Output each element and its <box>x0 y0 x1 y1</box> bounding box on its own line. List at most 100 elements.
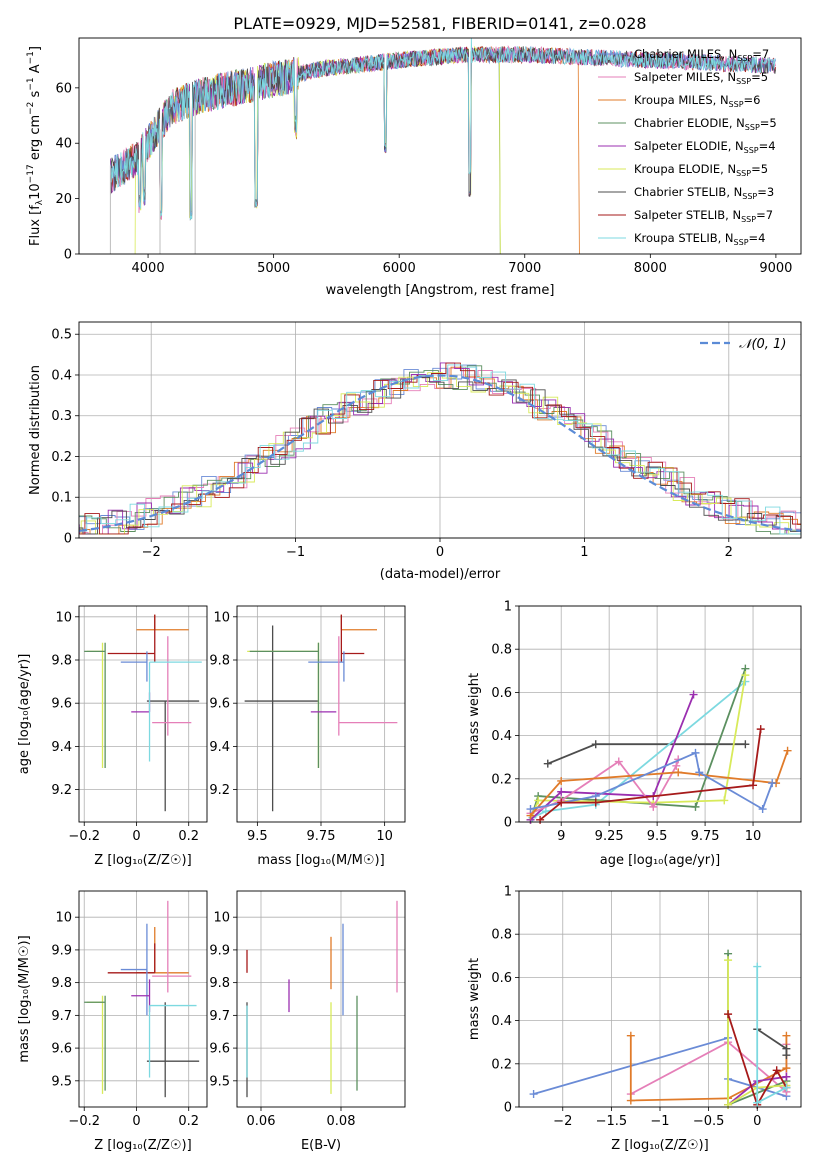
x-tick-label: 0.06 <box>247 1114 276 1129</box>
x-tick-label: 0.2 <box>178 829 199 844</box>
spectrum-line-SalpeterMILES <box>110 45 776 220</box>
y-tick-label: 10 <box>55 610 72 625</box>
series-marker-ChabrierSTELIB <box>782 1051 791 1060</box>
y-tick-label: 9.6 <box>51 1042 72 1057</box>
y-tick-label: 0 <box>504 1101 512 1116</box>
histogram-KroupaMILES <box>79 366 801 535</box>
histogram-ChabrierSTELIB <box>79 377 801 535</box>
series-marker-ChabrierMILES <box>526 805 535 814</box>
x-axis-label: Z [log₁₀(Z/Z☉)] <box>611 1138 708 1153</box>
series-marker-SalpeterMILES <box>672 761 681 770</box>
series-line-KroupaELODIE <box>727 960 787 1107</box>
x-tick-label: 1 <box>580 545 588 560</box>
y-tick-label: 9.7 <box>209 1009 230 1024</box>
series-marker-SalpeterSTELIB <box>749 781 758 790</box>
x-tick-label: 5000 <box>257 261 290 276</box>
series-marker-SalpeterMILES <box>649 802 658 811</box>
y-tick-label: 9.5 <box>209 1074 230 1089</box>
series-marker-KroupaMILES <box>674 768 683 777</box>
legend-label: Salpeter ELODIE, NSSP=4 <box>634 139 776 155</box>
y-tick-label: 0.2 <box>491 1057 512 1072</box>
y-tick-label: 0.4 <box>51 368 72 383</box>
y-tick-label: 0.2 <box>51 450 72 465</box>
x-axis-label: wavelength [Angstrom, rest frame] <box>326 283 555 298</box>
data-gap-line <box>109 101 196 254</box>
histogram-SalpeterSTELIB <box>79 362 801 535</box>
legend-label: Chabrier ELODIE, NSSP=5 <box>634 116 777 132</box>
x-tick-label: 0 <box>132 829 140 844</box>
series-marker-SalpeterSTELIB <box>724 1010 733 1019</box>
y-tick-label: 9.7 <box>51 1009 72 1024</box>
series-marker-KroupaELODIE <box>741 671 750 680</box>
legend-label: Kroupa MILES, NSSP=6 <box>634 93 760 109</box>
y-tick-label: 9.8 <box>51 654 72 669</box>
mass_vs_EBV-panel: 0.06 0.08 9.5 9.6 9.7 9.8 9.9 10 E(B-V) <box>209 890 406 1153</box>
series-marker-ChabrierMILES <box>768 779 777 788</box>
normal-reference-curve <box>79 374 801 532</box>
series-marker-KroupaMILES <box>782 1064 791 1073</box>
mass_vs_Z-panel: −0.2 0 0.2 9.5 9.6 9.7 9.8 9.9 10 Z [log₁₀(Z/Z☉)]… <box>17 890 208 1153</box>
series-line-ChabrierSTELIB <box>756 1028 788 1056</box>
series-marker-KroupaELODIE <box>534 796 543 805</box>
y-tick-label: 0.5 <box>51 328 72 343</box>
series-marker-KroupaMILES <box>557 776 566 785</box>
x-tick-label: 9.75 <box>307 829 336 844</box>
legend-label: Kroupa ELODIE, NSSP=5 <box>634 162 768 178</box>
axes-frame <box>78 37 802 255</box>
legend-label: 𝒩(0, 1) <box>739 337 786 352</box>
weight_vs_age-panel: 9 9.25 9.5 9.75 10 0 0.2 0.4 0.6 0.8 1 age [log₁₀(a… <box>467 600 802 868</box>
series-marker-ChabrierMILES <box>758 805 767 814</box>
legend-label: Salpeter STELIB, NSSP=7 <box>634 208 773 224</box>
y-tick-label: 9.9 <box>209 943 230 958</box>
series-marker-KroupaSTELIB <box>753 1098 762 1107</box>
age_vs_mass-panel: 9.5 9.75 10 9.2 9.4 9.6 9.8 10 mass [log₁₀(M/M☉)… <box>209 605 406 868</box>
x-tick-label: 4000 <box>132 261 165 276</box>
y-tick-label: 9.4 <box>51 740 72 755</box>
histogram-group <box>79 362 801 535</box>
series-marker-SalpeterSTELIB <box>756 725 765 734</box>
x-tick-label: −2 <box>142 545 161 560</box>
series-marker-ChabrierMILES <box>529 1090 538 1099</box>
y-tick-label: 9.8 <box>209 976 230 991</box>
series-marker-ChabrierSTELIB <box>741 740 750 749</box>
spectrum-line-KroupaSTELIB <box>110 38 776 220</box>
y-axis-label: Normed distribution <box>28 365 43 495</box>
spectrum-legend: Chabrier MILES, NSSP=7 Salpeter MILES, NS… <box>598 47 777 247</box>
y-tick-label: 10 <box>213 911 230 926</box>
y-tick-label: 0.6 <box>491 971 512 986</box>
x-axis-label: mass [log₁₀(M/M☉)] <box>257 853 384 868</box>
y-tick-label: 9.6 <box>209 1042 230 1057</box>
x-axis-label: Z [log₁₀(Z/Z☉)] <box>94 853 191 868</box>
y-axis-label: mass [log₁₀(M/M☉)] <box>17 935 32 1062</box>
x-tick-label: −0.2 <box>68 829 100 844</box>
histogram-SalpeterMILES <box>79 367 801 535</box>
y-tick-label: 0.8 <box>491 643 512 658</box>
x-tick-label: 0 <box>436 545 444 560</box>
series-marker-KroupaELODIE <box>724 1100 733 1109</box>
x-tick-label: 8000 <box>634 261 667 276</box>
y-axis-label: mass weight <box>467 958 482 1040</box>
axes-frame <box>236 890 406 1108</box>
series-marker-KroupaELODIE <box>720 796 729 805</box>
spectrum-line-KroupaMILES <box>110 45 580 254</box>
histogram-SalpeterELODIE <box>79 362 801 535</box>
y-tick-label: 1 <box>504 885 512 900</box>
x-tick-label: 6000 <box>383 261 416 276</box>
age_vs_Z-panel: −0.2 0 0.2 9.2 9.4 9.6 9.8 10 Z [log₁₀(Z/Z☉)] age… <box>17 605 208 868</box>
y-tick-label: 40 <box>55 137 72 152</box>
y-axis-label: age [log₁₀(age/yr)] <box>17 654 32 775</box>
series-marker-ChabrierELODIE <box>691 802 700 811</box>
y-tick-label: 0.4 <box>491 729 512 744</box>
series-line-ChabrierSTELIB <box>547 743 746 765</box>
series-marker-SalpeterSTELIB <box>557 798 566 807</box>
y-tick-label: 0.3 <box>51 409 72 424</box>
series-marker-KroupaSTELIB <box>541 807 550 816</box>
y-tick-label: 0 <box>64 248 72 263</box>
x-tick-label: 9000 <box>759 261 792 276</box>
x-tick-label: 9.25 <box>595 829 624 844</box>
x-tick-label: −0.2 <box>68 1114 100 1129</box>
x-tick-label: 9 <box>557 829 565 844</box>
y-tick-label: 0.4 <box>491 1014 512 1029</box>
x-axis-label: E(B-V) <box>301 1138 341 1153</box>
